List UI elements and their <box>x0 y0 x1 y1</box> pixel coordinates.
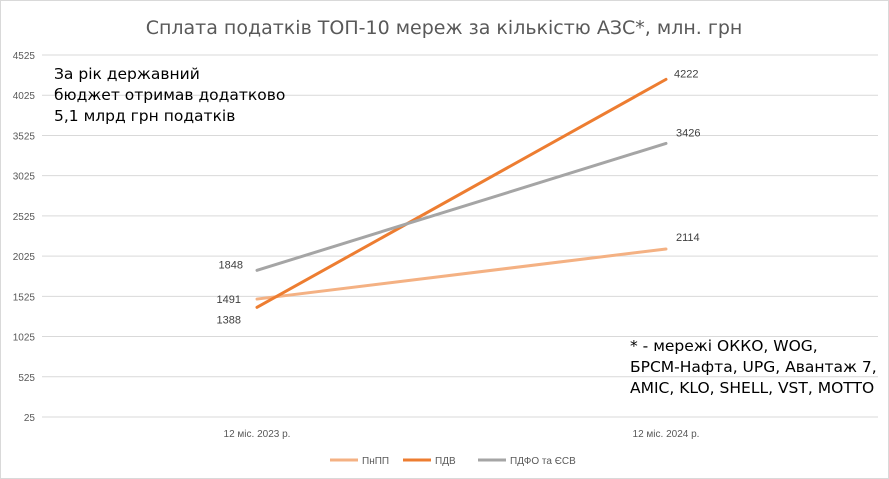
x-tick-label: 12 міс. 2024 р. <box>633 429 700 440</box>
budget-note-line: За рік державний <box>54 65 200 83</box>
y-tick-label: 2025 <box>13 252 36 263</box>
y-tick-label: 1025 <box>13 333 36 344</box>
data-label: 4222 <box>674 68 698 80</box>
series-lines <box>255 77 668 309</box>
y-tick-label: 25 <box>24 413 36 424</box>
data-label: 3426 <box>676 127 700 139</box>
data-label: 1491 <box>217 294 241 306</box>
data-label: 1388 <box>217 314 241 326</box>
networks-note: * - мережі ОККО, WOG, БРСМ-Нафта, UPG, А… <box>630 336 880 399</box>
y-tick-label: 1525 <box>13 292 36 303</box>
networks-note-line: AMIC, KLO, SHELL, VST, MOTTO <box>630 379 875 397</box>
series-line <box>255 247 668 301</box>
y-tick-label: 4525 <box>13 51 36 62</box>
chart-title: Сплата податків ТОП-10 мереж за кількіст… <box>146 17 743 39</box>
y-tick-label: 4025 <box>13 91 36 102</box>
budget-note-line: 5,1 млрд грн податків <box>54 107 236 125</box>
legend-label: ПДВ <box>435 456 456 467</box>
budget-note: За рік державний бюджет отримав додатков… <box>54 64 314 127</box>
legend: ПнПП ПДВ ПДФО та ЄСВ <box>330 456 576 467</box>
budget-note-line: бюджет отримав додатково <box>54 86 286 104</box>
y-tick-label: 3525 <box>13 131 36 142</box>
x-tick-label: 12 міс. 2023 р. <box>224 429 291 440</box>
x-axis-ticks: 12 міс. 2023 р. 12 міс. 2024 р. <box>224 429 700 440</box>
legend-label: ПнПП <box>362 456 389 467</box>
networks-note-line: * - мережі ОККО, WOG, <box>630 337 818 355</box>
series-line <box>255 77 668 309</box>
data-label: 1848 <box>219 259 243 271</box>
y-tick-label: 3025 <box>13 172 36 183</box>
legend-label: ПДФО та ЄСВ <box>510 456 576 467</box>
data-label: 2114 <box>676 232 700 244</box>
data-labels: 1491 2114 1388 4222 1848 3426 <box>217 68 701 326</box>
gridlines <box>42 54 878 418</box>
networks-note-line: БРСМ-Нафта, UPG, Авантаж 7, <box>630 358 877 376</box>
y-tick-label: 525 <box>18 373 35 384</box>
y-axis-ticks: 25 525 1025 1525 2025 2525 3025 3525 4025 4525 <box>13 51 36 424</box>
series-line <box>255 141 668 272</box>
y-tick-label: 2525 <box>13 212 36 223</box>
